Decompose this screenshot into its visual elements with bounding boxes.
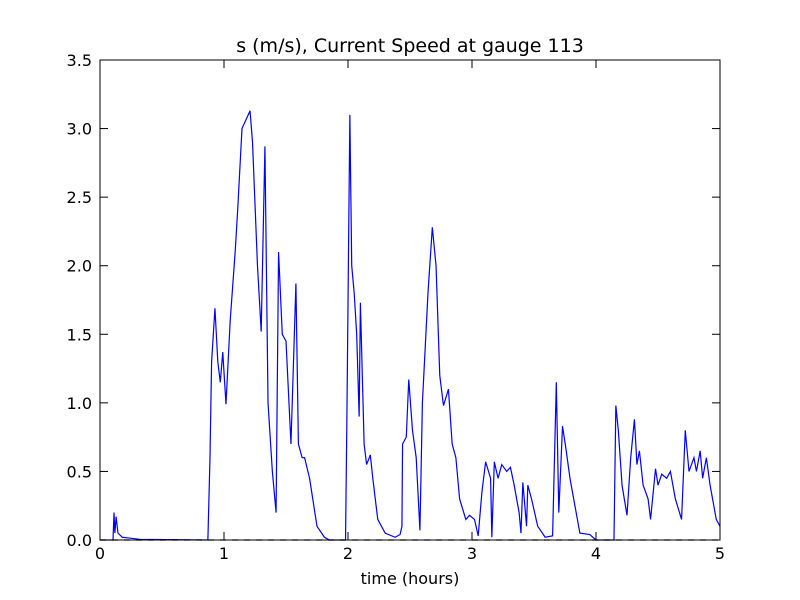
x-axis-label: time (hours) <box>361 569 460 588</box>
y-tick-label: 3.0 <box>67 120 92 139</box>
y-tick-label: 1.0 <box>67 394 92 413</box>
y-tick-label: 3.5 <box>67 51 92 70</box>
y-tick-label: 0.0 <box>67 531 92 550</box>
y-tick-label: 2.5 <box>67 188 92 207</box>
x-tick-label: 0 <box>95 544 105 563</box>
x-tick-label: 5 <box>715 544 725 563</box>
y-tick-label: 2.0 <box>67 257 92 276</box>
y-tick-label: 1.5 <box>67 325 92 344</box>
chart-title: s (m/s), Current Speed at gauge 113 <box>236 35 584 57</box>
plot-frame <box>99 59 721 541</box>
x-tick-label: 2 <box>343 544 353 563</box>
x-tick-label: 3 <box>467 544 477 563</box>
x-tick-label: 4 <box>591 544 601 563</box>
data-line <box>100 110 721 541</box>
x-tick-label: 1 <box>219 544 229 563</box>
y-tick-label: 0.5 <box>67 462 92 481</box>
